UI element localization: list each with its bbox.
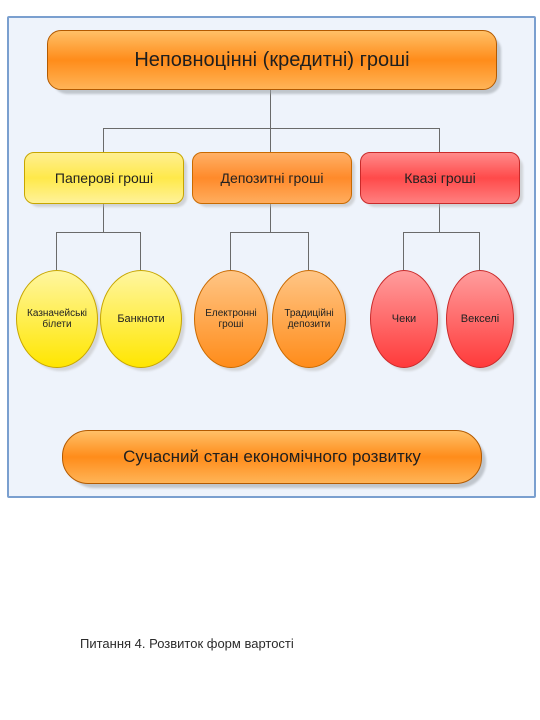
- leaf-cheques: Чеки: [370, 270, 438, 368]
- leaf-label-electronic: Електронні гроші: [195, 308, 267, 330]
- bottom-box-label: Сучасний стан економічного розвитку: [117, 447, 427, 467]
- mid-box-label-deposit: Депозитні гроші: [215, 170, 330, 186]
- leaf-label-bills: Векселі: [457, 313, 504, 325]
- mid-box-quasi: Квазі гроші: [360, 152, 520, 204]
- leaf-label-banknotes: Банкноти: [113, 313, 168, 325]
- mid-box-label-quasi: Квазі гроші: [398, 170, 482, 186]
- connector: [230, 232, 308, 233]
- leaf-bills: Векселі: [446, 270, 514, 368]
- connector: [439, 128, 440, 152]
- leaf-label-cheques: Чеки: [388, 313, 420, 325]
- connector: [403, 232, 479, 233]
- connector: [230, 232, 231, 270]
- mid-box-label-paper: Паперові гроші: [49, 170, 159, 186]
- connector: [140, 232, 141, 270]
- connector: [270, 128, 271, 152]
- leaf-traditional: Традиційні депозити: [272, 270, 346, 368]
- leaf-electronic: Електронні гроші: [194, 270, 268, 368]
- leaf-treasury: Казначейські білети: [16, 270, 98, 368]
- connector: [103, 128, 439, 129]
- connector: [308, 232, 309, 270]
- connector: [103, 128, 104, 152]
- connector: [479, 232, 480, 270]
- connector: [56, 232, 57, 270]
- slide-caption: Питання 4. Розвиток форм вартості: [80, 636, 294, 651]
- leaf-label-treasury: Казначейські білети: [17, 308, 97, 330]
- mid-box-paper: Паперові гроші: [24, 152, 184, 204]
- top-box: Неповноцінні (кредитні) гроші: [47, 30, 497, 90]
- diagram-canvas: Неповноцінні (кредитні) гроші Паперові г…: [0, 0, 540, 720]
- top-box-label: Неповноцінні (кредитні) гроші: [128, 49, 415, 72]
- leaf-label-traditional: Традиційні депозити: [273, 308, 345, 330]
- mid-box-deposit: Депозитні гроші: [192, 152, 352, 204]
- connector: [270, 88, 271, 128]
- connector: [56, 232, 140, 233]
- leaf-banknotes: Банкноти: [100, 270, 182, 368]
- bottom-box: Сучасний стан економічного розвитку: [62, 430, 482, 484]
- connector: [403, 232, 404, 270]
